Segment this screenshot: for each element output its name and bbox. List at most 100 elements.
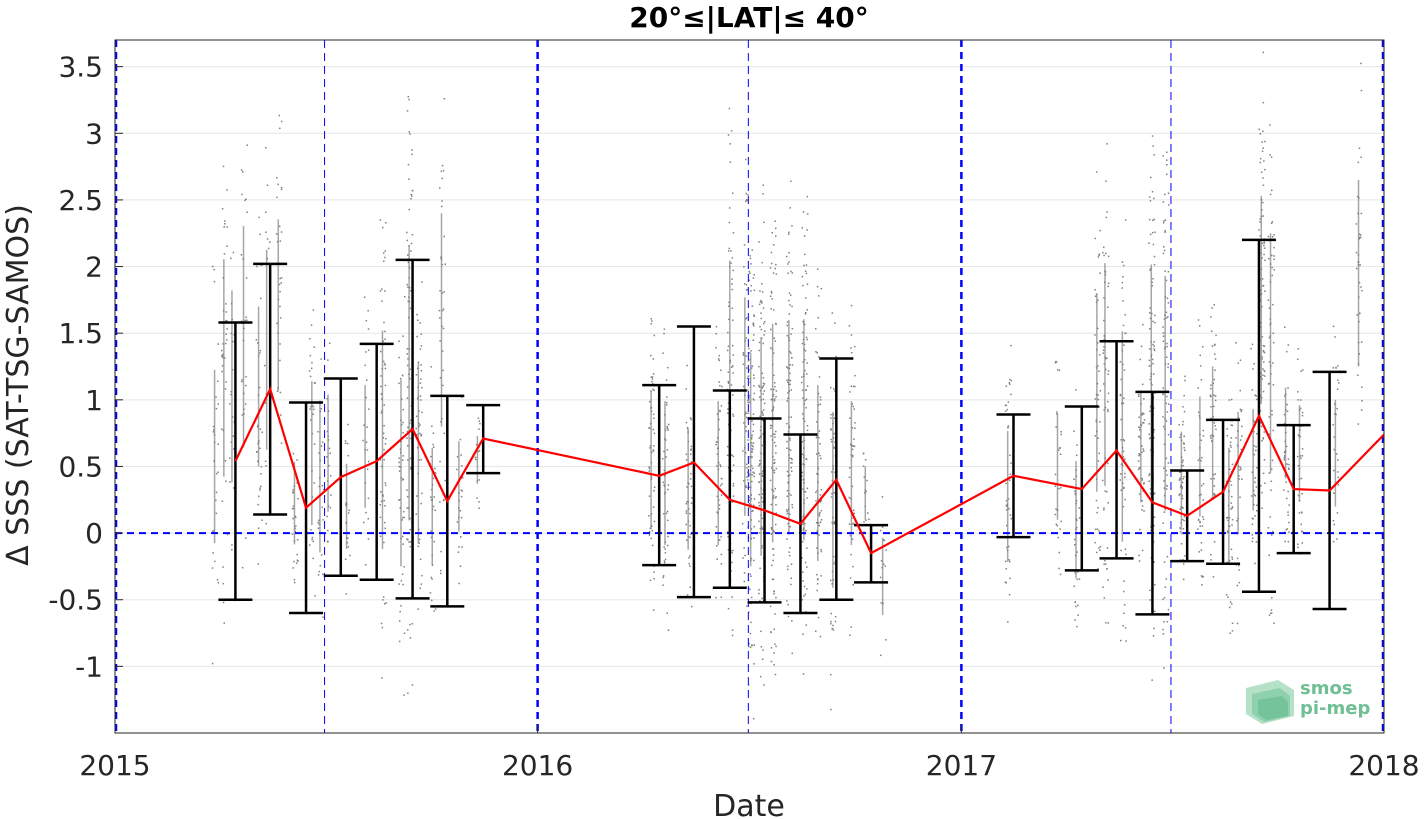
scatter-point (1164, 231, 1166, 233)
scatter-point (1165, 279, 1168, 282)
scatter-point (1237, 362, 1240, 364)
scatter-point (1004, 581, 1007, 583)
scatter-point (1181, 532, 1183, 535)
scatter-column (221, 165, 229, 624)
scatter-point (1149, 196, 1151, 198)
scatter-point (788, 292, 791, 294)
scatter-point (443, 499, 445, 501)
scatter-point (403, 516, 405, 519)
scatter-point (850, 334, 853, 336)
scatter-point (787, 568, 789, 571)
scatter-point (1213, 485, 1216, 487)
scatter-point (1103, 319, 1105, 322)
scatter-point (226, 245, 228, 247)
scatter-point (758, 349, 760, 352)
scatter-point (398, 356, 400, 359)
scatter-point (718, 504, 721, 506)
scatter-point (1008, 559, 1010, 561)
scatter-point (1106, 547, 1109, 549)
scatter-point (818, 515, 821, 517)
scatter-point (752, 323, 754, 326)
scatter-point (772, 352, 775, 354)
scatter-point (753, 334, 755, 336)
scatter-point (1261, 491, 1263, 494)
scatter-point (666, 510, 669, 513)
scatter-point (221, 370, 223, 373)
scatter-point (409, 368, 411, 371)
scatter-point (648, 467, 651, 470)
scatter-point (853, 512, 856, 515)
scatter-point (785, 255, 788, 258)
scatter-point (1166, 356, 1168, 358)
scatter-point (211, 662, 214, 665)
scatter-point (1164, 270, 1166, 272)
scatter-point (804, 270, 807, 272)
scatter-point (1094, 541, 1096, 544)
scatter-point (443, 432, 445, 435)
scatter-point (1182, 420, 1184, 423)
scatter-point (732, 549, 734, 552)
scatter-point (732, 365, 734, 367)
scatter-point (409, 457, 412, 460)
scatter-point (787, 392, 789, 394)
scatter-point (771, 532, 773, 535)
scatter-point (851, 352, 853, 354)
scatter-point (751, 249, 753, 251)
scatter-point (750, 575, 752, 577)
scatter-point (769, 427, 772, 429)
scatter-point (745, 158, 747, 161)
scatter-point (762, 342, 764, 345)
scatter-point (1008, 479, 1011, 482)
scatter-point (769, 479, 772, 482)
scatter-point (280, 231, 283, 233)
scatter-point (716, 453, 719, 455)
scatter-point (1197, 459, 1200, 462)
scatter-point (806, 385, 809, 387)
scatter-point (880, 602, 883, 604)
scatter-point (433, 540, 435, 543)
scatter-point (831, 628, 833, 630)
scatter-point (461, 490, 463, 492)
scatter-point (775, 467, 778, 470)
scatter-point (820, 489, 823, 491)
scatter-point (1360, 89, 1363, 92)
scatter-point (1263, 345, 1266, 347)
scatter-point (758, 303, 761, 306)
scatter-point (313, 408, 315, 411)
scatter-point (384, 505, 386, 507)
scatter-point (1200, 549, 1203, 551)
scatter-column (1197, 319, 1205, 586)
scatter-point (368, 349, 370, 351)
scatter-point (775, 395, 777, 398)
scatter-point (1060, 431, 1062, 433)
scatter-point (1197, 319, 1200, 321)
scatter-point (1148, 242, 1150, 244)
scatter-column (801, 195, 809, 675)
scatter-point (1263, 244, 1265, 247)
scatter-point (1167, 608, 1170, 611)
scatter-point (715, 596, 717, 599)
scatter-point (750, 263, 752, 265)
scatter-point (1357, 161, 1360, 164)
scatter-point (439, 377, 442, 379)
scatter-point (1356, 314, 1358, 316)
scatter-point (264, 460, 267, 463)
scatter-point (726, 454, 729, 457)
scatter-point (688, 562, 690, 565)
scatter-point (762, 307, 765, 309)
scatter-point (772, 406, 775, 408)
scatter-point (648, 531, 651, 533)
scatter-point (1123, 590, 1125, 593)
scatter-point (1182, 478, 1184, 480)
scatter-point (279, 290, 281, 293)
scatter-point (1283, 422, 1286, 425)
scatter-point (406, 495, 409, 498)
scatter-point (748, 272, 751, 275)
scatter-point (801, 523, 803, 525)
scatter-point (806, 487, 809, 490)
scatter-point (1262, 438, 1264, 440)
scatter-point (1213, 477, 1215, 480)
scatter-point (770, 528, 773, 531)
scatter-point (403, 694, 405, 696)
scatter-point (1301, 512, 1303, 514)
